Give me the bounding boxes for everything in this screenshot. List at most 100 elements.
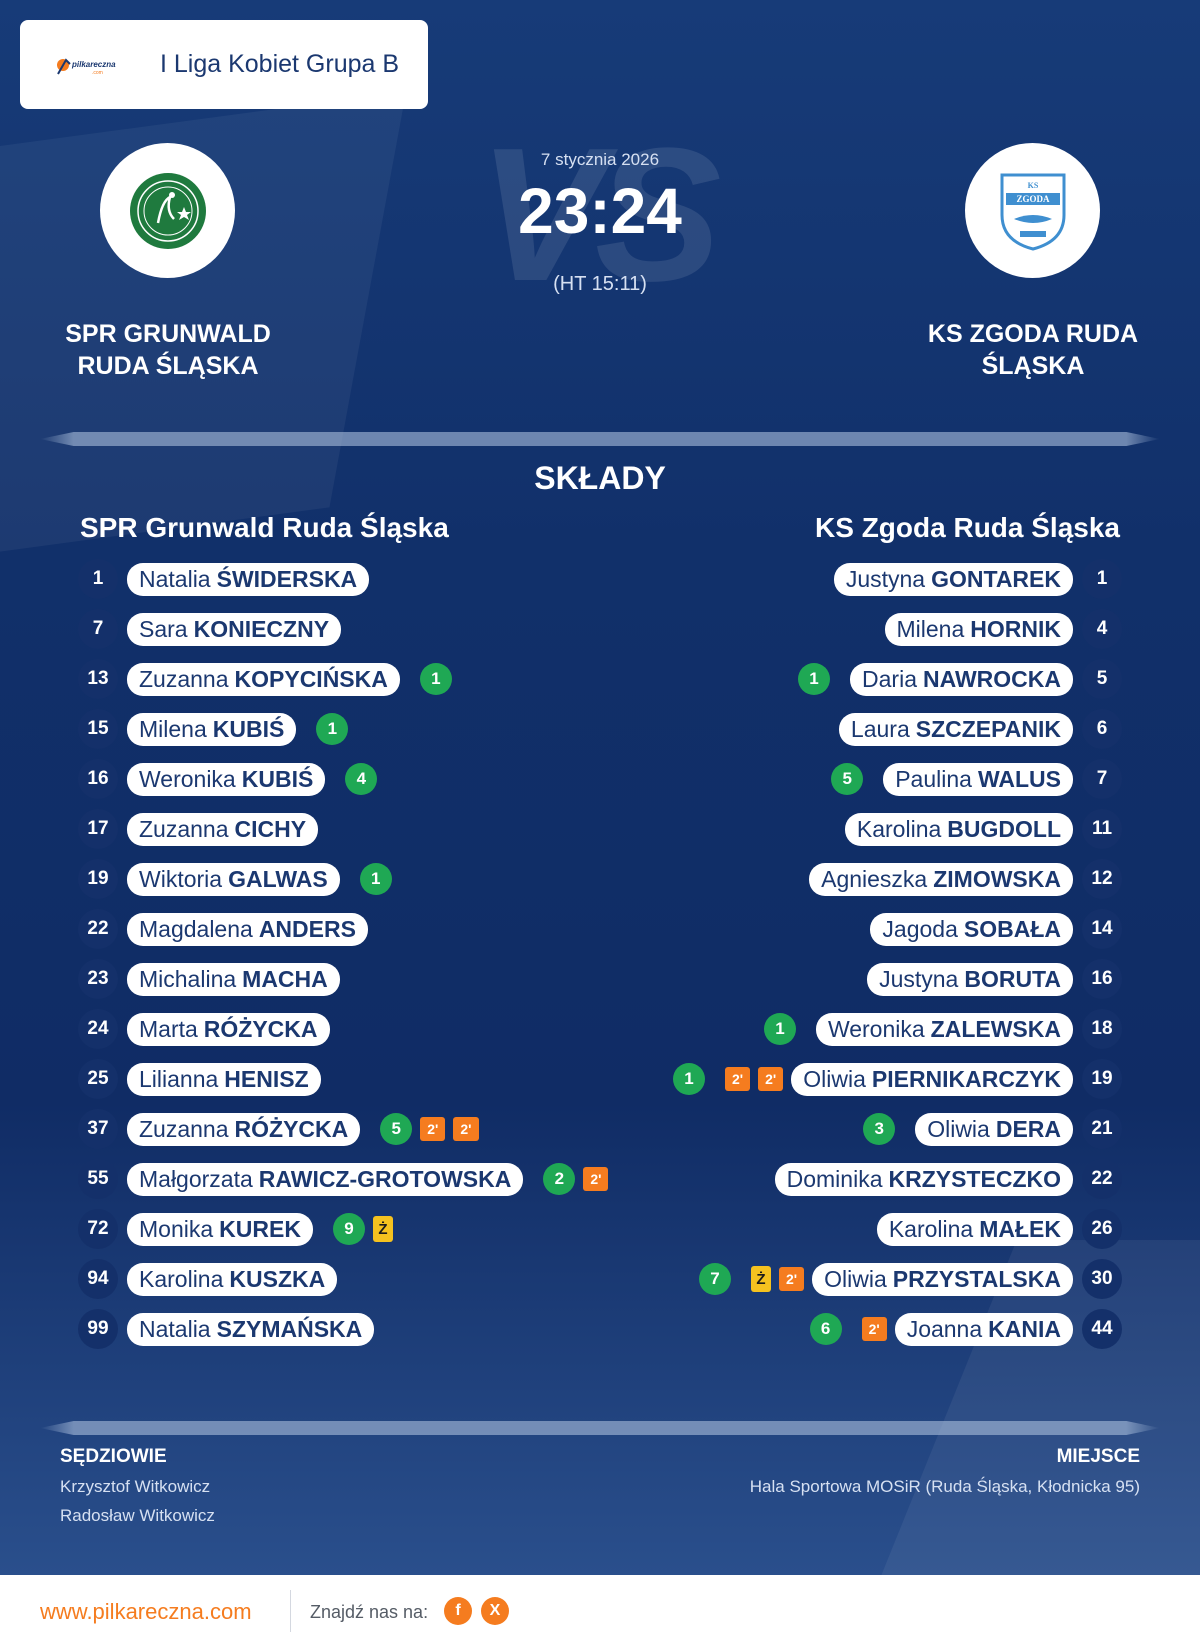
player-name: Karolina BUGDOLL	[844, 812, 1073, 846]
player-first-name: Sara	[139, 615, 188, 642]
player-last-name: SZCZEPANIK	[915, 715, 1061, 742]
player-first-name: Oliwia	[824, 1265, 887, 1292]
player-last-name: KOPYCIŃSKA	[234, 665, 388, 692]
player-last-name: PRZYSTALSKA	[892, 1265, 1061, 1292]
player-row: 55 Małgorzata RAWICZ-GROTOWSKA 2 2'	[78, 1159, 609, 1199]
player-last-name: SZYMAŃSKA	[216, 1315, 363, 1342]
player-number: 21	[1082, 1109, 1122, 1149]
away-team-name-line2: ŚLĄSKA	[981, 352, 1085, 380]
player-last-name: KUBIŚ	[212, 715, 285, 742]
player-number: 7	[78, 609, 118, 649]
pilkareczna-logo: pilkareczna .com	[57, 58, 116, 76]
player-number: 24	[78, 1009, 118, 1049]
player-row: 25 Lilianna HENISZ	[78, 1059, 321, 1099]
player-last-name: RÓŻYCKA	[203, 1015, 318, 1042]
player-name: Dominika KRZYSTECZKO	[774, 1162, 1073, 1196]
player-last-name: KUREK	[219, 1215, 301, 1242]
player-name: Marta RÓŻYCKA	[127, 1012, 330, 1046]
player-name: Karolina KUSZKA	[127, 1262, 338, 1296]
player-first-name: Magdalena	[139, 915, 253, 942]
player-number: 55	[78, 1159, 118, 1199]
player-first-name: Daria	[862, 665, 917, 692]
player-last-name: BORUTA	[964, 965, 1061, 992]
goals-badge: 9	[332, 1213, 365, 1245]
player-name: Zuzanna KOPYCIŃSKA	[127, 662, 400, 696]
player-name: Magdalena ANDERS	[127, 912, 368, 946]
player-first-name: Milena	[896, 615, 965, 642]
grunwald-crest-icon	[129, 172, 206, 249]
player-number: 11	[1082, 809, 1122, 849]
facebook-icon[interactable]: f	[444, 1597, 472, 1625]
away-team-name: KS ZGODA RUDA ŚLĄSKA	[883, 318, 1183, 382]
player-events: 5	[831, 763, 883, 795]
player-events: 1 2' 2'	[673, 1063, 791, 1095]
suspension-badge: 2'	[779, 1267, 805, 1291]
player-last-name: GONTAREK	[931, 565, 1061, 592]
player-last-name: ANDERS	[258, 915, 356, 942]
goals-badge: 1	[419, 663, 452, 695]
goals-badge: 7	[699, 1263, 731, 1295]
x-icon[interactable]: X	[481, 1597, 509, 1625]
player-first-name: Milena	[139, 715, 207, 742]
player-number: 44	[1082, 1309, 1122, 1349]
player-number: 19	[1082, 1059, 1122, 1099]
player-last-name: ZALEWSKA	[930, 1015, 1061, 1042]
home-team-name: SPR GRUNWALD RUDA ŚLĄSKA	[18, 318, 318, 382]
player-name: Laura SZCZEPANIK	[838, 712, 1073, 746]
player-number: 17	[78, 809, 118, 849]
player-number: 30	[1082, 1259, 1122, 1299]
player-first-name: Zuzanna	[139, 815, 229, 842]
player-row: Justyna GONTAREK 1	[833, 559, 1122, 599]
player-name: Justyna GONTAREK	[833, 562, 1073, 596]
home-lineup-title: SPR Grunwald Ruda Śląska	[80, 512, 449, 543]
player-name: Zuzanna RÓŻYCKA	[127, 1112, 361, 1146]
player-first-name: Weronika	[139, 765, 236, 792]
player-name: Natalia ŚWIDERSKA	[127, 562, 370, 596]
player-first-name: Karolina	[139, 1265, 224, 1292]
player-first-name: Paulina	[895, 765, 972, 792]
player-name: Wiktoria GALWAS	[127, 862, 340, 896]
player-name: Milena HORNIK	[884, 612, 1073, 646]
player-number: 19	[78, 859, 118, 899]
player-name: Oliwia DERA	[915, 1112, 1073, 1146]
player-last-name: MAŁEK	[979, 1215, 1061, 1242]
goals-badge: 1	[798, 663, 831, 695]
player-number: 22	[78, 909, 118, 949]
player-number: 22	[1082, 1159, 1122, 1199]
player-row: 7 Ż 2' Oliwia PRZYSTALSKA 30	[699, 1259, 1122, 1299]
player-name: Weronika KUBIŚ	[127, 762, 326, 796]
player-name: Zuzanna CICHY	[127, 812, 319, 846]
player-row: 16 Weronika KUBIŚ 4	[78, 759, 378, 799]
player-last-name: HORNIK	[970, 615, 1061, 642]
home-team-name-line1: SPR GRUNWALD	[65, 320, 271, 348]
website-link[interactable]: www.pilkareczna.com	[40, 1599, 252, 1624]
svg-text:pilkareczna: pilkareczna	[71, 60, 116, 69]
player-first-name: Natalia	[139, 565, 211, 592]
goals-badge: 1	[359, 863, 392, 895]
player-first-name: Joanna	[906, 1315, 983, 1342]
player-first-name: Zuzanna	[139, 1115, 229, 1142]
player-number: 16	[1082, 959, 1122, 999]
player-first-name: Karolina	[888, 1215, 974, 1242]
player-name: Daria NAWROCKA	[850, 662, 1073, 696]
away-lineup-title: KS Zgoda Ruda Śląska	[815, 512, 1120, 543]
match-score: 23:24	[518, 175, 682, 247]
league-header: pilkareczna .com I Liga Kobiet Grupa B	[20, 20, 428, 109]
player-last-name: CICHY	[234, 815, 307, 842]
find-us-label: Znajdź nas na:	[310, 1602, 429, 1622]
player-first-name: Natalia	[139, 1315, 211, 1342]
player-row: Laura SZCZEPANIK 6	[838, 709, 1122, 749]
player-first-name: Małgorzata	[139, 1165, 253, 1192]
suspension-badge: 2'	[725, 1067, 751, 1091]
player-name: Paulina WALUS	[883, 762, 1073, 796]
player-last-name: PIERNIKARCZYK	[871, 1065, 1061, 1092]
player-first-name: Oliwia	[927, 1115, 990, 1142]
player-last-name: ZIMOWSKA	[933, 865, 1061, 892]
away-team-logo: KS ZGODA	[965, 143, 1100, 278]
player-events: 7 Ż 2'	[699, 1263, 812, 1295]
player-row: 1 Daria NAWROCKA 5	[798, 659, 1122, 699]
player-number: 7	[1082, 759, 1122, 799]
player-last-name: KUBIŚ	[241, 765, 314, 792]
player-events: 1	[798, 663, 850, 695]
player-row: 23 Michalina MACHA	[78, 959, 340, 999]
